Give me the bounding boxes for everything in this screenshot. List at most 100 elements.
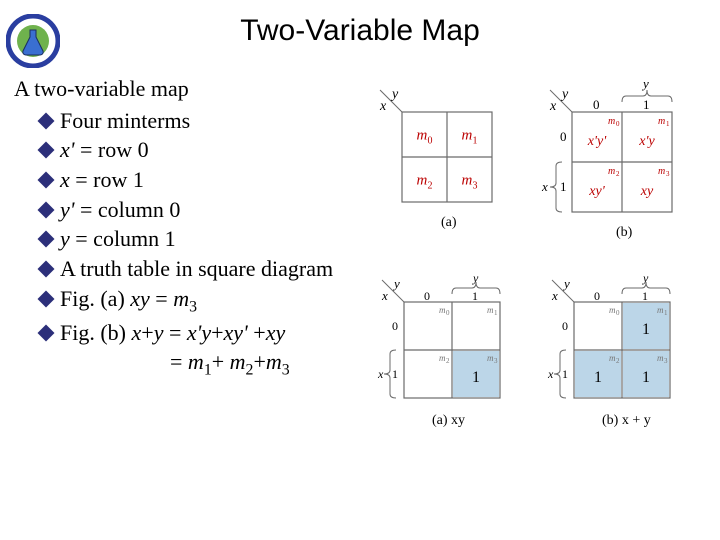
- svg-text:m: m: [609, 353, 616, 363]
- diamond-icon: [38, 172, 55, 189]
- svg-text:0: 0: [424, 289, 430, 303]
- diamond-icon: [38, 112, 55, 129]
- body-text: A two-variable map Four minterms x' = ro…: [14, 74, 360, 381]
- svg-text:0: 0: [594, 289, 600, 303]
- svg-text:0: 0: [560, 129, 567, 144]
- svg-text:m: m: [609, 305, 616, 315]
- svg-text:(a): (a): [441, 215, 457, 230]
- svg-text:0: 0: [616, 120, 620, 128]
- bullet-text: y' = column 0: [60, 195, 180, 225]
- svg-text:m: m: [487, 305, 494, 315]
- intro-line: A two-variable map: [14, 74, 360, 104]
- svg-text:m: m: [658, 166, 665, 177]
- svg-text:2: 2: [616, 357, 620, 365]
- svg-text:1: 1: [472, 369, 480, 386]
- svg-text:x: x: [551, 288, 558, 303]
- bullet-text: A truth table in square diagram: [60, 254, 333, 284]
- svg-text:1: 1: [643, 97, 650, 112]
- svg-text:x: x: [377, 367, 384, 381]
- diamond-icon: [38, 142, 55, 159]
- svg-text:m: m: [657, 353, 664, 363]
- figures-panel: yxm0m1m2m3(a)yxyx0101m0x'y'm1x'ym2xy'm3x…: [362, 82, 712, 507]
- bullet-text: Four minterms: [60, 106, 190, 136]
- svg-text:1: 1: [392, 367, 398, 381]
- svg-text:2: 2: [616, 170, 620, 178]
- svg-text:1: 1: [664, 309, 668, 317]
- svg-text:1: 1: [666, 120, 670, 128]
- svg-text:xy': xy': [588, 184, 605, 199]
- svg-text:1: 1: [473, 136, 478, 147]
- svg-text:0: 0: [446, 309, 450, 317]
- svg-text:y: y: [392, 276, 400, 291]
- svg-text:(b) x + y: (b) x + y: [602, 413, 651, 428]
- bullet-item: x = row 1: [40, 165, 360, 195]
- svg-text:m: m: [657, 305, 664, 315]
- bullet-text: y = column 1: [60, 224, 176, 254]
- bullet-text: x' = row 0: [60, 135, 149, 165]
- diamond-icon: [38, 261, 55, 278]
- svg-text:xy: xy: [640, 184, 654, 199]
- svg-text:(a) xy: (a) xy: [432, 413, 465, 428]
- svg-text:m: m: [608, 116, 615, 127]
- svg-text:x: x: [381, 288, 388, 303]
- bullet-item: Fig. (b) x+y = x'y+xy' +xy: [40, 318, 360, 348]
- svg-text:y: y: [560, 87, 569, 102]
- svg-text:0: 0: [593, 97, 600, 112]
- kmap-diagrams: yxm0m1m2m3(a)yxyx0101m0x'y'm1x'ym2xy'm3x…: [362, 82, 712, 502]
- diamond-icon: [38, 290, 55, 307]
- bullet-text: x = row 1: [60, 165, 144, 195]
- svg-text:x: x: [541, 179, 548, 194]
- bullet-text: Fig. (a) xy = m3: [60, 284, 197, 318]
- diamond-icon: [38, 324, 55, 341]
- svg-text:m: m: [462, 128, 473, 144]
- bullet-text: Fig. (b) x+y = x'y+xy' +xy: [60, 318, 285, 348]
- svg-text:1: 1: [642, 321, 650, 338]
- svg-text:x'y: x'y: [638, 134, 655, 149]
- svg-text:2: 2: [446, 357, 450, 365]
- bullet-item: Fig. (a) xy = m3: [40, 284, 360, 318]
- svg-text:x'y': x'y': [587, 134, 607, 149]
- bullet-item: A truth table in square diagram: [40, 254, 360, 284]
- svg-text:1: 1: [594, 369, 602, 386]
- svg-text:1: 1: [560, 179, 567, 194]
- svg-text:3: 3: [664, 357, 668, 365]
- svg-text:0: 0: [392, 319, 398, 333]
- diamond-icon: [38, 201, 55, 218]
- bullet-item: y = column 1: [40, 224, 360, 254]
- svg-text:0: 0: [616, 309, 620, 317]
- svg-text:y: y: [642, 271, 649, 285]
- svg-text:y: y: [562, 276, 570, 291]
- svg-text:m: m: [487, 353, 494, 363]
- svg-text:m: m: [439, 353, 446, 363]
- svg-text:m: m: [439, 305, 446, 315]
- svg-text:3: 3: [473, 181, 478, 192]
- bullet-list: Four minterms x' = row 0 x = row 1 y' = …: [40, 106, 360, 381]
- svg-text:(b): (b): [616, 225, 633, 240]
- svg-text:m: m: [658, 116, 665, 127]
- svg-text:0: 0: [428, 136, 433, 147]
- svg-text:1: 1: [562, 367, 568, 381]
- svg-text:m: m: [608, 166, 615, 177]
- diamond-icon: [38, 231, 55, 248]
- bullet-item: Four minterms: [40, 106, 360, 136]
- svg-text:0: 0: [562, 319, 568, 333]
- svg-text:1: 1: [642, 289, 648, 303]
- svg-text:y: y: [472, 271, 479, 285]
- svg-text:3: 3: [494, 357, 498, 365]
- bullet-item: x' = row 0: [40, 135, 360, 165]
- svg-text:3: 3: [666, 170, 670, 178]
- svg-text:1: 1: [642, 369, 650, 386]
- svg-text:m: m: [462, 173, 473, 189]
- svg-text:m: m: [417, 173, 428, 189]
- svg-text:1: 1: [472, 289, 478, 303]
- svg-text:m: m: [417, 128, 428, 144]
- svg-text:1: 1: [494, 309, 498, 317]
- slide-title: Two-Variable Map: [0, 14, 720, 48]
- svg-text:x: x: [379, 99, 387, 114]
- svg-text:x: x: [547, 367, 554, 381]
- svg-text:x: x: [549, 99, 557, 114]
- bullet-item: y' = column 0: [40, 195, 360, 225]
- svg-text:2: 2: [428, 181, 433, 192]
- svg-text:y: y: [641, 82, 649, 91]
- equation-continuation: = m1+ m2+m3: [170, 347, 360, 381]
